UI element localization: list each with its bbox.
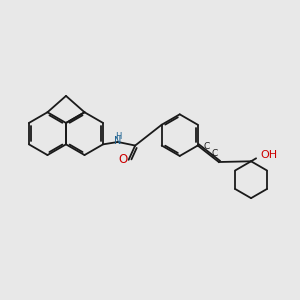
Text: H: H <box>115 132 121 141</box>
Text: OH: OH <box>261 150 278 160</box>
Text: C: C <box>212 149 218 158</box>
Text: N: N <box>114 136 122 146</box>
Text: C: C <box>204 142 210 152</box>
Text: O: O <box>118 153 127 166</box>
